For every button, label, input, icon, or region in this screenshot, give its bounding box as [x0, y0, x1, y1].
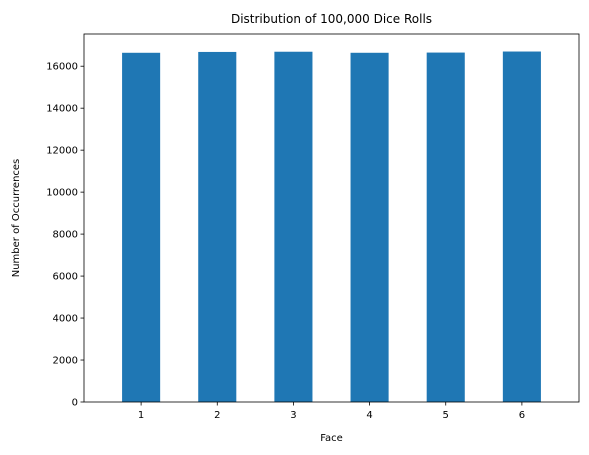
y-axis-ticks: 0 2000 4000 6000 8000 10000 12000 14000 16000	[46, 62, 84, 409]
y-tick-label: 14000	[46, 104, 78, 115]
bars-group	[122, 51, 541, 403]
y-tick-label: 6000	[53, 272, 78, 283]
y-tick-label: 10000	[46, 188, 78, 199]
y-tick-label: 4000	[53, 314, 78, 325]
y-axis-label: Number of Occurrences	[11, 159, 22, 278]
x-tick-label: 4	[366, 410, 372, 421]
bar-face-1	[122, 52, 161, 402]
x-tick-label: 5	[443, 410, 449, 421]
x-tick-label: 6	[519, 410, 525, 421]
y-tick-label: 8000	[53, 230, 78, 241]
y-tick-label: 16000	[46, 62, 78, 73]
x-tick-label: 3	[290, 410, 296, 421]
chart-title: Distribution of 100,000 Dice Rolls	[231, 12, 432, 26]
y-tick-label: 0	[72, 398, 78, 409]
x-axis-label: Face	[320, 433, 343, 444]
bar-face-3	[274, 51, 313, 403]
y-tick-label: 12000	[46, 146, 78, 157]
x-axis-ticks: 1 2 3 4 5 6	[138, 402, 525, 421]
bar-face-5	[426, 52, 465, 402]
bar-face-6	[502, 51, 541, 403]
plot-frame	[83, 33, 580, 403]
y-tick-label: 2000	[53, 356, 78, 367]
x-tick-label: 1	[138, 410, 144, 421]
bar-face-2	[198, 51, 237, 402]
bar-face-4	[350, 52, 389, 402]
x-tick-label: 2	[214, 410, 220, 421]
